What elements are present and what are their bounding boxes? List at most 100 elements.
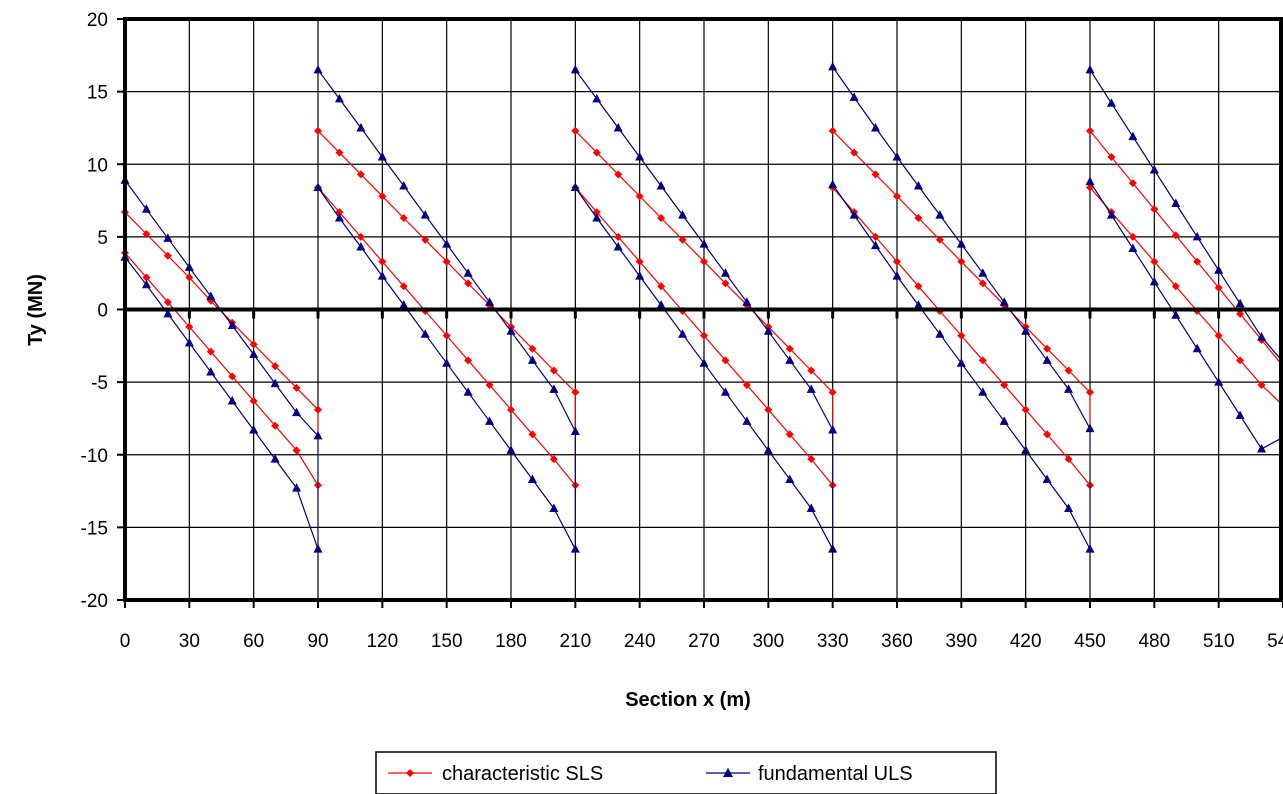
data-point	[227, 396, 237, 405]
data-point	[700, 257, 708, 266]
data-point	[1192, 343, 1202, 353]
data-point	[184, 262, 194, 271]
data-point	[656, 181, 666, 190]
data-point	[871, 232, 880, 241]
x-tick-label: 360	[881, 631, 913, 652]
data-point	[850, 148, 859, 157]
data-point	[806, 384, 816, 393]
data-point	[378, 192, 387, 201]
data-point	[1235, 298, 1245, 308]
data-point	[528, 344, 537, 353]
data-point	[528, 430, 537, 439]
data-point	[1171, 231, 1180, 240]
data-point	[721, 356, 730, 365]
data-point	[464, 356, 473, 365]
data-point	[892, 271, 902, 280]
data-point	[913, 300, 923, 309]
data-point	[635, 151, 645, 161]
data-point	[570, 64, 580, 74]
data-point	[785, 474, 795, 483]
data-point	[141, 204, 151, 213]
data-point	[271, 362, 280, 371]
data-point	[849, 92, 859, 101]
data-point	[893, 192, 901, 201]
data-point	[314, 126, 322, 135]
data-point	[914, 213, 923, 222]
data-point	[271, 421, 280, 430]
data-point	[206, 347, 215, 356]
data-point	[485, 416, 495, 425]
y-tick-label: 5	[97, 228, 108, 249]
data-point	[592, 148, 601, 157]
data-point	[1107, 152, 1116, 161]
data-point	[999, 297, 1009, 306]
data-point	[1042, 355, 1052, 364]
data-point	[421, 235, 430, 244]
data-point	[442, 239, 452, 248]
data-point	[1106, 210, 1116, 219]
x-tick-label: 510	[1203, 631, 1235, 652]
data-point	[763, 326, 773, 335]
data-point	[464, 279, 473, 288]
y-tick-label: 15	[87, 83, 108, 104]
x-tick-label: 480	[1138, 631, 1170, 652]
data-point	[635, 257, 644, 266]
data-point	[1235, 410, 1245, 420]
y-tick-label: -10	[81, 446, 108, 467]
series-layer	[120, 61, 1283, 553]
legend-sls-marker	[406, 769, 414, 777]
data-point	[1214, 331, 1223, 340]
y-tick-label: 10	[87, 155, 108, 176]
data-point	[163, 251, 172, 260]
data-point	[1086, 126, 1094, 135]
x-tick-label: 240	[624, 631, 656, 652]
data-point	[399, 300, 409, 309]
data-point	[292, 407, 302, 417]
data-point	[549, 455, 558, 464]
data-point	[249, 349, 259, 359]
data-point	[828, 61, 838, 71]
data-point	[742, 381, 751, 390]
data-point	[292, 446, 301, 455]
data-point	[270, 454, 280, 463]
x-tick-label: 0	[120, 631, 131, 652]
data-point	[1085, 176, 1095, 186]
data-point	[506, 445, 516, 454]
series-line	[1089, 69, 1283, 363]
data-point	[507, 405, 515, 414]
data-point	[463, 268, 473, 277]
data-point	[893, 257, 901, 266]
data-point	[442, 331, 451, 340]
data-point	[206, 366, 216, 376]
data-point	[142, 229, 151, 238]
data-point	[763, 445, 773, 454]
data-point	[141, 279, 151, 289]
series-line	[124, 252, 319, 486]
series-line	[124, 256, 319, 550]
data-point	[1193, 257, 1202, 266]
data-point	[1171, 198, 1181, 207]
x-tick-label: 420	[1010, 631, 1042, 652]
y-tick-labels: 20 15 10 5 0 -5 -10 -15 -20	[81, 10, 108, 612]
x-axis-title: Section x (m)	[625, 689, 751, 711]
data-point	[313, 182, 323, 191]
data-point	[1150, 257, 1159, 266]
y-tick-label: -5	[91, 373, 108, 394]
data-point	[828, 179, 838, 189]
x-tick-label: 300	[752, 631, 784, 652]
axes	[117, 17, 1283, 608]
data-point	[527, 474, 537, 483]
data-point	[1106, 98, 1116, 107]
data-point	[592, 212, 602, 222]
data-point	[334, 93, 344, 103]
data-point	[399, 213, 408, 222]
y-tick-label: 20	[87, 10, 108, 31]
data-point	[978, 387, 988, 396]
data-point	[978, 268, 988, 277]
data-point	[335, 148, 344, 157]
series-line	[1089, 187, 1283, 406]
data-point	[206, 291, 216, 300]
y-axis-title: Ty (MN)	[25, 274, 47, 346]
legend-uls-marker	[723, 768, 733, 777]
data-point	[785, 430, 794, 439]
